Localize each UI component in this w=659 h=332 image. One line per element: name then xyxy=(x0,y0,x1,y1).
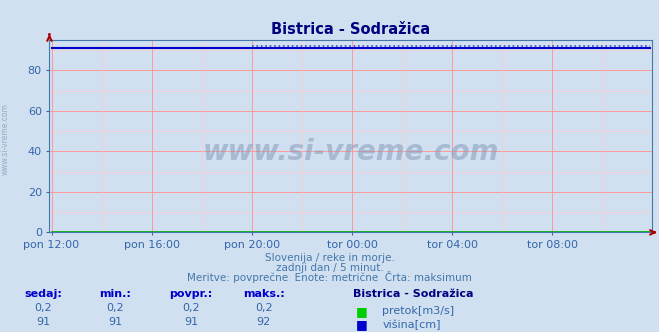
Text: 0,2: 0,2 xyxy=(255,303,272,313)
Text: min.:: min.: xyxy=(100,289,131,299)
Text: 92: 92 xyxy=(256,317,271,327)
Title: Bistrica - Sodražica: Bistrica - Sodražica xyxy=(272,22,430,37)
Text: Slovenija / reke in morje.: Slovenija / reke in morje. xyxy=(264,253,395,263)
Text: sedaj:: sedaj: xyxy=(24,289,62,299)
Text: ■: ■ xyxy=(356,318,368,331)
Text: 91: 91 xyxy=(108,317,123,327)
Text: Meritve: povprečne  Enote: metrične  Črta: maksimum: Meritve: povprečne Enote: metrične Črta:… xyxy=(187,271,472,283)
Text: maks.:: maks.: xyxy=(243,289,285,299)
Text: Bistrica - Sodražica: Bistrica - Sodražica xyxy=(353,289,473,299)
Text: 0,2: 0,2 xyxy=(183,303,200,313)
Text: višina[cm]: višina[cm] xyxy=(382,319,441,330)
Text: 0,2: 0,2 xyxy=(34,303,51,313)
Text: www.si-vreme.com: www.si-vreme.com xyxy=(1,104,10,175)
Text: zadnji dan / 5 minut.: zadnji dan / 5 minut. xyxy=(275,263,384,273)
Text: pretok[m3/s]: pretok[m3/s] xyxy=(382,306,454,316)
Text: povpr.:: povpr.: xyxy=(169,289,213,299)
Text: ■: ■ xyxy=(356,305,368,318)
Text: www.si-vreme.com: www.si-vreme.com xyxy=(203,137,499,166)
Text: 0,2: 0,2 xyxy=(107,303,124,313)
Text: 91: 91 xyxy=(184,317,198,327)
Text: 91: 91 xyxy=(36,317,50,327)
